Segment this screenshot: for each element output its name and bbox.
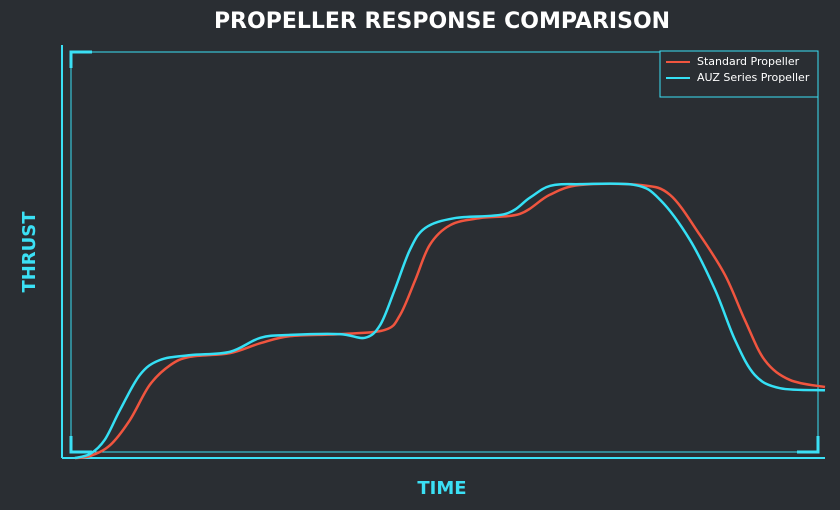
x-axis-label: TIME	[417, 478, 466, 499]
frame-corners	[69, 50, 820, 454]
series-line	[74, 182, 826, 460]
plot-area	[74, 182, 826, 460]
chart-title: PROPELLER RESPONSE COMPARISON	[214, 9, 670, 34]
legend-label: AUZ Series Propeller	[697, 71, 810, 84]
y-axis-label: THRUST	[19, 211, 40, 293]
legend-box	[659, 50, 819, 98]
legend: Standard Propeller AUZ Series Propeller	[659, 50, 819, 98]
legend-label: Standard Propeller	[697, 55, 800, 68]
plot-frame	[70, 51, 819, 453]
series-line	[74, 182, 826, 460]
